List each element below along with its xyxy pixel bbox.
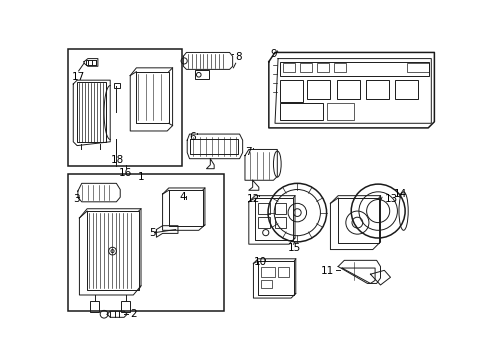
Bar: [366, 80, 389, 99]
Bar: [261, 266, 275, 277]
Text: 13: 13: [384, 194, 397, 204]
Bar: [258, 203, 270, 214]
Text: 7: 7: [245, 147, 251, 157]
Text: 4: 4: [179, 192, 186, 202]
Bar: [195, 70, 209, 80]
Text: 5: 5: [149, 228, 155, 238]
Bar: [300, 63, 312, 72]
Text: 17: 17: [72, 72, 85, 82]
Bar: [337, 80, 360, 99]
Bar: [327, 103, 354, 120]
Bar: [68, 49, 182, 166]
Bar: [258, 217, 270, 228]
Text: 14: 14: [393, 189, 407, 199]
Bar: [275, 203, 286, 214]
Text: 3: 3: [74, 194, 80, 204]
Text: 11: 11: [320, 266, 334, 276]
Text: 16: 16: [119, 168, 132, 178]
Bar: [114, 83, 120, 88]
Bar: [334, 63, 346, 72]
Text: 15: 15: [287, 243, 300, 253]
Text: 18: 18: [111, 155, 124, 165]
Bar: [86, 60, 97, 65]
Bar: [261, 280, 272, 288]
Bar: [280, 103, 323, 120]
Text: 6: 6: [190, 132, 196, 142]
Bar: [90, 301, 99, 312]
Bar: [283, 63, 295, 72]
Bar: [280, 62, 429, 76]
Bar: [408, 63, 429, 72]
Text: 8: 8: [236, 53, 243, 62]
Bar: [278, 266, 289, 277]
Bar: [121, 301, 130, 312]
Bar: [280, 80, 303, 102]
Text: 9: 9: [270, 49, 277, 59]
Bar: [395, 80, 418, 99]
Bar: [317, 63, 329, 72]
Text: 10: 10: [253, 257, 267, 267]
Bar: [77, 82, 106, 142]
Text: 12: 12: [247, 194, 261, 204]
Bar: [275, 217, 286, 228]
Bar: [68, 174, 224, 311]
Text: 2: 2: [130, 309, 137, 319]
Text: 1: 1: [138, 172, 145, 182]
Bar: [307, 80, 330, 99]
